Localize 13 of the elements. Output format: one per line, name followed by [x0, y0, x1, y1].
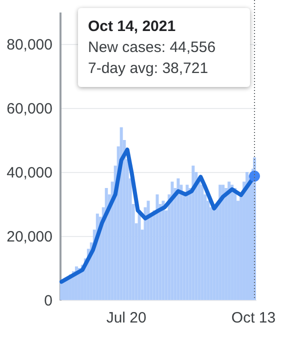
- y-tick-label: 40,000: [6, 164, 52, 182]
- y-tick-label: 0: [44, 292, 52, 310]
- x-tick-label: Oct 13: [231, 310, 276, 326]
- y-tick-label: 80,000: [6, 36, 52, 54]
- bar: [60, 282, 63, 300]
- y-tick-label: 20,000: [6, 228, 52, 246]
- bar: [104, 188, 108, 300]
- bar: [120, 127, 123, 300]
- y-tick-label: 60,000: [6, 100, 52, 118]
- annotation: New cases: 44,556: [88, 38, 217, 58]
- x-tick-label: Jul 20: [106, 310, 146, 326]
- annotation: Oct 14, 2021: [88, 17, 177, 37]
- annotation: 7-day avg: 38,721: [88, 59, 210, 79]
